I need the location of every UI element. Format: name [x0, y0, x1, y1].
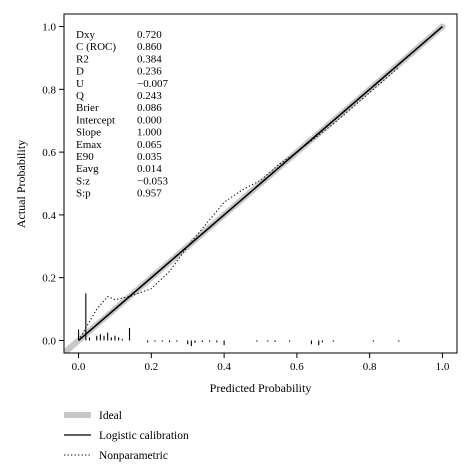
x-axis-label: Predicted Probability — [210, 381, 312, 395]
legend-nonparametric-label: Nonparametric — [99, 450, 168, 462]
rug-ticks — [78, 293, 400, 347]
stat-label: Slope — [76, 127, 101, 139]
stat-value: 0.236 — [137, 66, 162, 78]
x-tick-label: 0.4 — [217, 361, 231, 373]
stat-value: −0.053 — [137, 175, 168, 187]
y-axis-label: Actual Probability — [14, 140, 28, 228]
plot-clipped — [64, 23, 446, 353]
y-axis: 0.0 0.2 0.4 0.6 0.8 1.0 — [42, 22, 64, 347]
stat-value: −0.007 — [137, 78, 168, 90]
y-tick-label: 0.0 — [42, 335, 56, 347]
x-tick-label: 0.6 — [290, 361, 304, 373]
y-tick-label: 0.6 — [42, 147, 56, 159]
x-axis: 0.0 0.2 0.4 0.6 0.8 1.0 — [72, 353, 450, 373]
stat-label: R2 — [76, 53, 89, 65]
plot-frame — [63, 13, 458, 354]
y-tick-label: 0.2 — [42, 273, 56, 285]
stat-value: 0.035 — [137, 151, 162, 163]
x-tick-label: 0.8 — [363, 361, 377, 373]
x-tick-label: 0.2 — [144, 361, 158, 373]
stat-label: U — [76, 78, 84, 90]
stat-value: 0.000 — [137, 114, 162, 126]
legend-logistic-label: Logistic calibration — [99, 430, 189, 442]
y-tick-label: 0.8 — [42, 84, 56, 96]
stat-value: 0.720 — [137, 29, 162, 41]
stat-label: Eavg — [76, 163, 99, 175]
stat-label: C (ROC) — [76, 41, 116, 53]
stat-label: S:p — [76, 188, 91, 200]
x-tick-label: 0.0 — [72, 361, 86, 373]
stat-label: Dxy — [76, 29, 95, 41]
stat-label: Q — [76, 90, 84, 102]
y-tick-label: 0.4 — [42, 210, 56, 222]
stat-value: 1.000 — [137, 127, 162, 139]
stats-block: Dxy 0.720 C (ROC) 0.860 R2 0.384 D 0.236 U −0.007… — [76, 29, 168, 200]
stat-label: E90 — [76, 151, 94, 163]
stat-label: Brier — [76, 102, 99, 114]
legend: Ideal Logistic calibration Nonparametric — [64, 410, 189, 462]
nonparametric-line — [78, 67, 400, 341]
logistic-calibration-line — [78, 25, 443, 342]
legend-ideal-label: Ideal — [99, 410, 122, 422]
stat-label: Emax — [76, 139, 102, 151]
stat-label: D — [76, 66, 84, 78]
stat-value: 0.014 — [137, 163, 162, 175]
stat-value: 0.957 — [137, 188, 162, 200]
stat-value: 0.860 — [137, 41, 162, 53]
stat-value: 0.384 — [137, 53, 162, 65]
y-tick-label: 1.0 — [42, 22, 56, 34]
stat-value: 0.086 — [137, 102, 162, 114]
stat-value: 0.065 — [137, 139, 162, 151]
stat-label: S:z — [76, 175, 90, 187]
stat-value: 0.243 — [137, 90, 162, 102]
stat-label: Intercept — [76, 114, 115, 126]
x-tick-label: 1.0 — [436, 361, 450, 373]
